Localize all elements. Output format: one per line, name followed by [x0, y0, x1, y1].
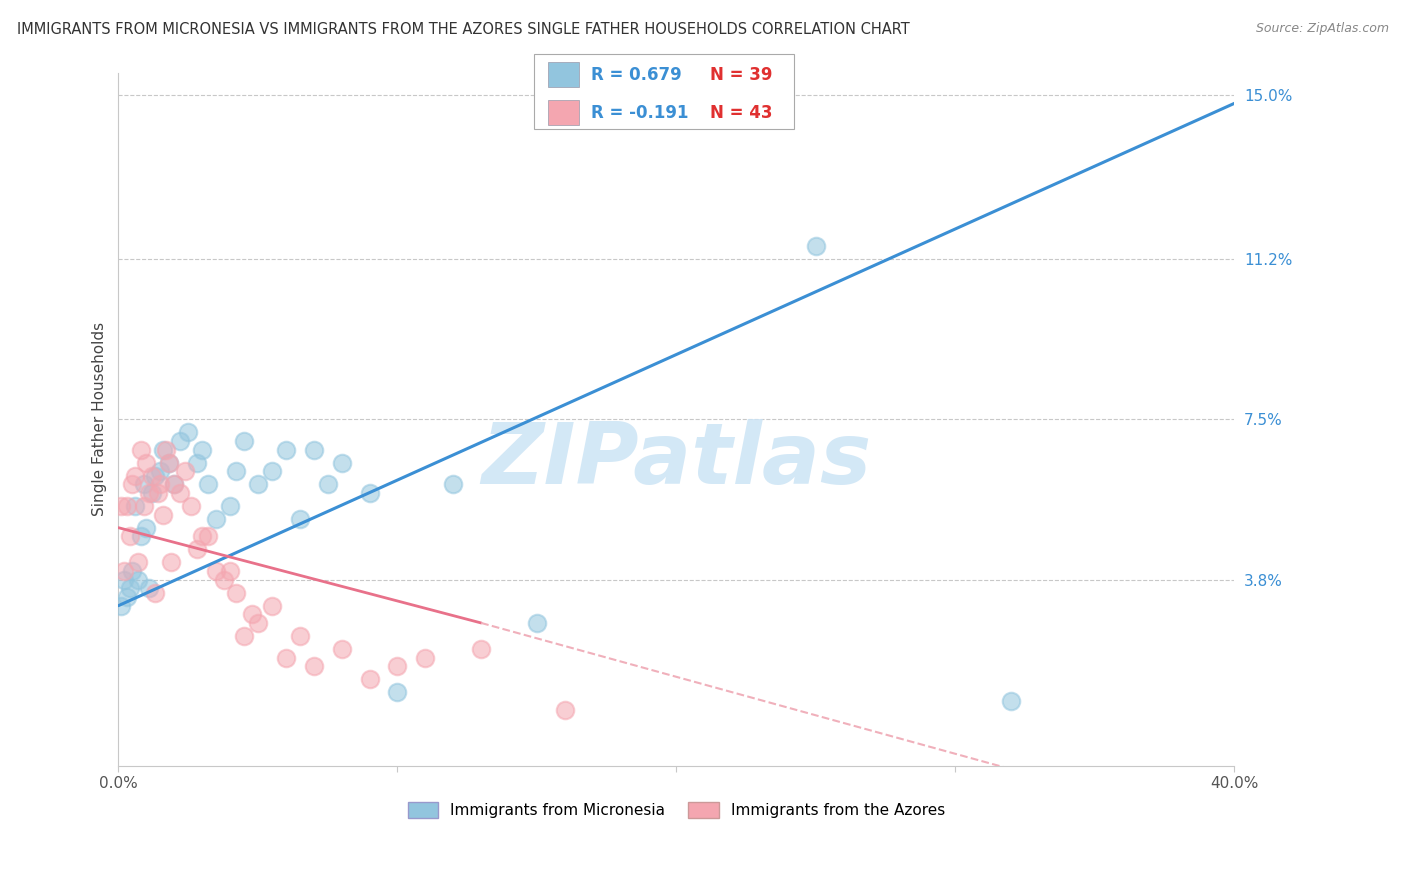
- Point: [129, 442, 152, 457]
- Point: [470, 642, 492, 657]
- Point: [160, 555, 183, 569]
- Point: [387, 659, 409, 673]
- Point: [316, 477, 339, 491]
- Point: [157, 456, 180, 470]
- Point: [302, 659, 325, 673]
- Text: R = 0.679: R = 0.679: [591, 66, 682, 84]
- Point: [359, 486, 381, 500]
- Y-axis label: Single Father Households: Single Father Households: [93, 322, 107, 516]
- Point: [146, 486, 169, 500]
- Point: [138, 486, 160, 500]
- Point: [149, 464, 172, 478]
- Point: [274, 650, 297, 665]
- Point: [274, 442, 297, 457]
- Point: [124, 499, 146, 513]
- Text: IMMIGRANTS FROM MICRONESIA VS IMMIGRANTS FROM THE AZORES SINGLE FATHER HOUSEHOLD: IMMIGRANTS FROM MICRONESIA VS IMMIGRANTS…: [17, 22, 910, 37]
- Point: [415, 650, 437, 665]
- Point: [330, 642, 353, 657]
- Point: [152, 442, 174, 457]
- Point: [288, 629, 311, 643]
- Point: [127, 555, 149, 569]
- Point: [288, 512, 311, 526]
- Point: [214, 573, 236, 587]
- Point: [260, 464, 283, 478]
- Point: [225, 464, 247, 478]
- Point: [186, 542, 208, 557]
- Point: [197, 529, 219, 543]
- Point: [129, 529, 152, 543]
- Point: [330, 456, 353, 470]
- Point: [302, 442, 325, 457]
- Point: [163, 477, 186, 491]
- Legend: Immigrants from Micronesia, Immigrants from the Azores: Immigrants from Micronesia, Immigrants f…: [402, 796, 952, 824]
- Text: N = 43: N = 43: [710, 103, 772, 121]
- Text: ZIPatlas: ZIPatlas: [481, 419, 872, 502]
- Point: [233, 629, 256, 643]
- Point: [143, 468, 166, 483]
- Point: [112, 573, 135, 587]
- Point: [121, 477, 143, 491]
- Point: [141, 468, 163, 483]
- Point: [143, 585, 166, 599]
- Point: [205, 564, 228, 578]
- Point: [132, 499, 155, 513]
- Point: [115, 499, 138, 513]
- Point: [115, 590, 138, 604]
- Point: [246, 615, 269, 630]
- Point: [219, 564, 242, 578]
- Point: [132, 477, 155, 491]
- Point: [138, 582, 160, 596]
- Point: [191, 529, 214, 543]
- Point: [169, 486, 191, 500]
- Point: [554, 702, 576, 716]
- Point: [118, 529, 141, 543]
- Point: [110, 499, 132, 513]
- Point: [124, 468, 146, 483]
- Point: [225, 585, 247, 599]
- Point: [387, 685, 409, 699]
- Text: N = 39: N = 39: [710, 66, 772, 84]
- Text: R = -0.191: R = -0.191: [591, 103, 688, 121]
- Point: [177, 425, 200, 440]
- Point: [197, 477, 219, 491]
- Point: [127, 573, 149, 587]
- Point: [141, 486, 163, 500]
- Point: [205, 512, 228, 526]
- Point: [804, 239, 827, 253]
- Point: [240, 607, 263, 622]
- Point: [163, 477, 186, 491]
- Text: Source: ZipAtlas.com: Source: ZipAtlas.com: [1256, 22, 1389, 36]
- Point: [121, 564, 143, 578]
- Point: [186, 456, 208, 470]
- Point: [260, 599, 283, 613]
- Point: [110, 599, 132, 613]
- Point: [1000, 694, 1022, 708]
- Point: [118, 582, 141, 596]
- Point: [526, 615, 548, 630]
- Point: [157, 456, 180, 470]
- Point: [155, 442, 177, 457]
- Point: [135, 456, 157, 470]
- Point: [152, 508, 174, 522]
- Point: [191, 442, 214, 457]
- Point: [149, 477, 172, 491]
- Point: [233, 434, 256, 448]
- Point: [246, 477, 269, 491]
- Point: [112, 564, 135, 578]
- Point: [359, 672, 381, 686]
- Point: [180, 499, 202, 513]
- Point: [169, 434, 191, 448]
- Point: [441, 477, 464, 491]
- Point: [135, 521, 157, 535]
- Point: [174, 464, 197, 478]
- Point: [219, 499, 242, 513]
